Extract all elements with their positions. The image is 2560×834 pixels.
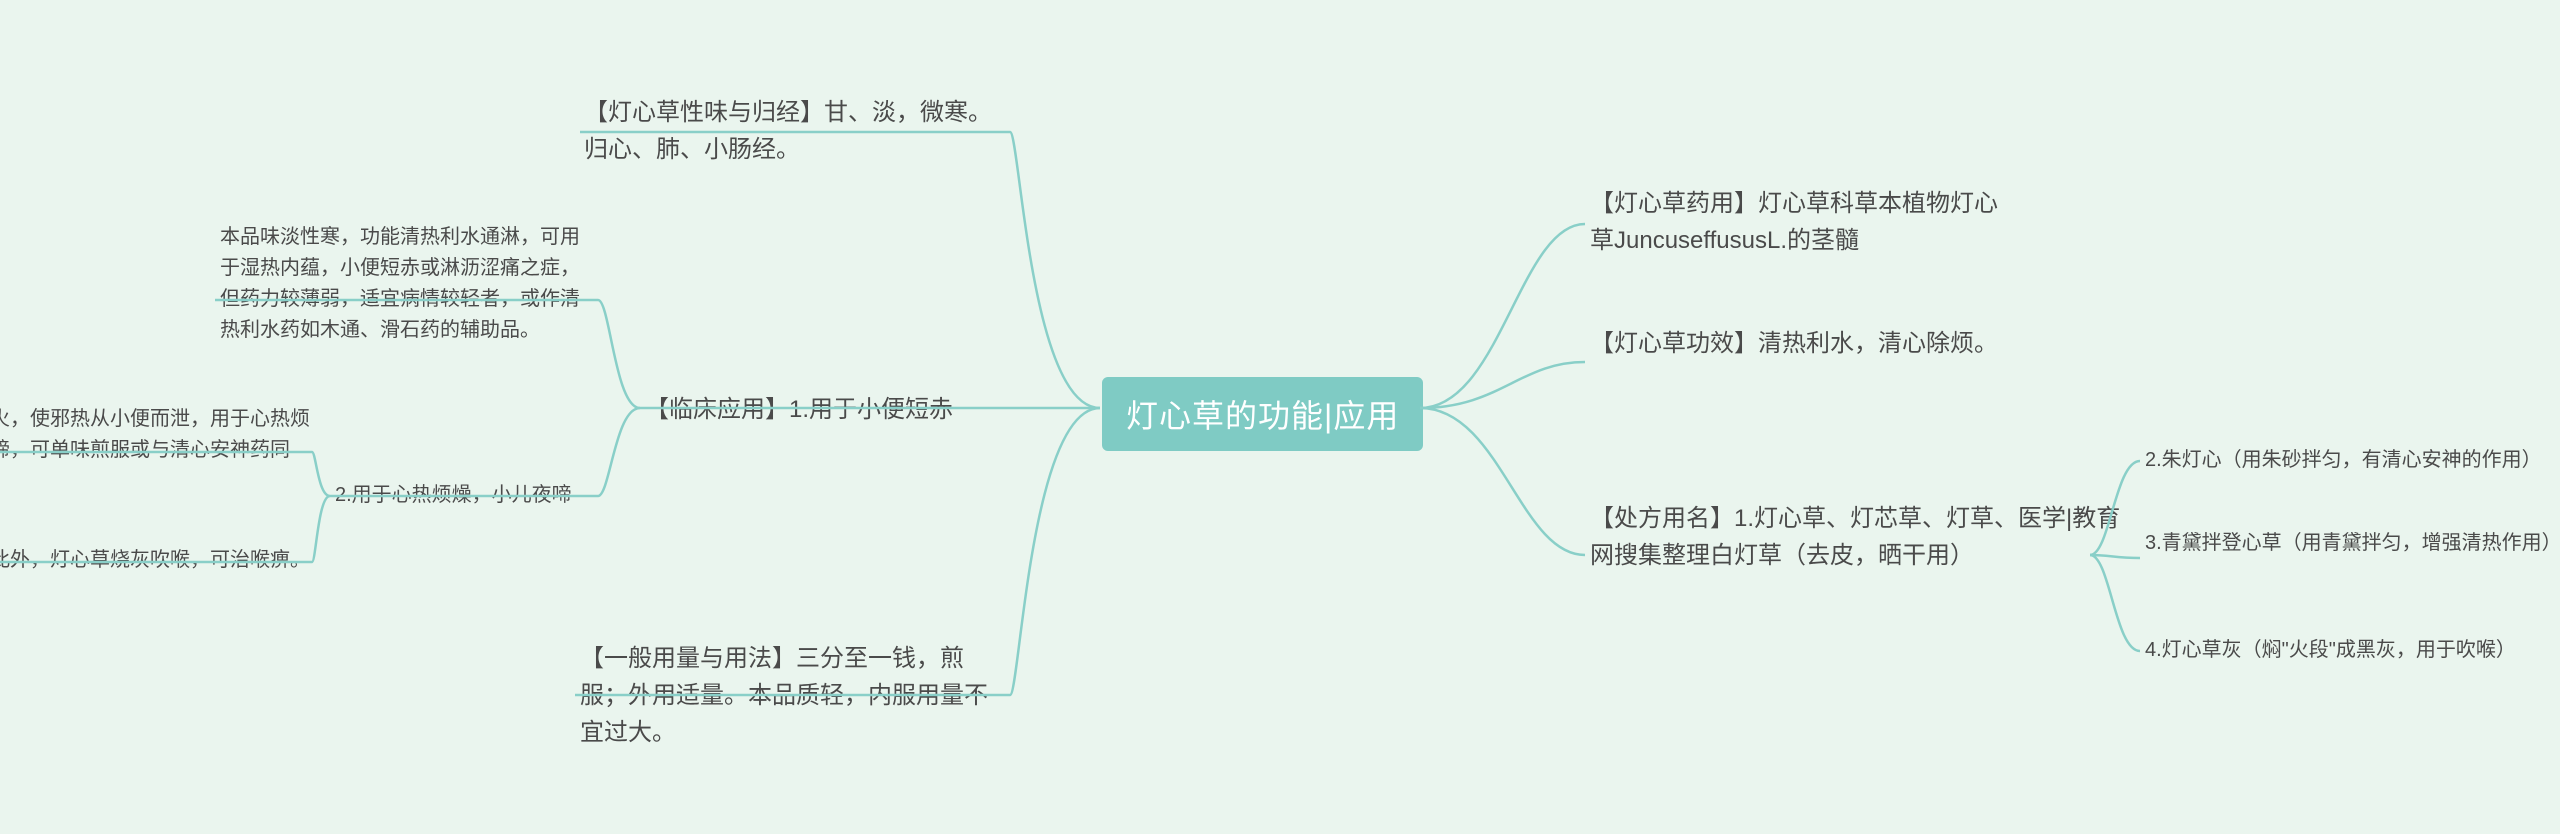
l2c2g1-text: 本品能清心火，使邪热从小便而泄，用于心热烦燥、小儿夜啼，可单味煎服或与清心安神药… xyxy=(0,408,310,492)
l2-child-1[interactable]: 本品味淡性寒，功能清热利水通淋，可用于湿热内蕴，小便短赤或淋沥涩痛之症，但药力较… xyxy=(220,222,590,346)
left-node-1[interactable]: 【灯心草性味与归经】甘、淡，微寒。归心、肺、小肠经。 xyxy=(584,94,1004,168)
r2-text: 【灯心草功效】清热利水，清心除烦。 xyxy=(1590,330,1998,357)
right-node-2[interactable]: 【灯心草功效】清热利水，清心除烦。 xyxy=(1590,325,2010,362)
left-node-3[interactable]: 【一般用量与用法】三分至一钱，煎服；外用适量。本品质轻，内服用量不宜过大。 xyxy=(580,640,1000,752)
l2c2g2-text: 此外，灯心草烧灰吹喉，可治喉痹。 xyxy=(0,549,310,571)
r3c4-text: 4.灯心草灰（焖"火段"成黑灰，用于吹喉） xyxy=(2145,639,2516,661)
l2c2-g2[interactable]: 此外，灯心草烧灰吹喉，可治喉痹。 xyxy=(0,545,310,576)
r3c2-text: 2.朱灯心（用朱砂拌匀，有清心安神的作用） xyxy=(2145,449,2542,471)
l2c1-text: 本品味淡性寒，功能清热利水通淋，可用于湿热内蕴，小便短赤或淋沥涩痛之症，但药力较… xyxy=(220,226,580,341)
right-node-1[interactable]: 【灯心草药用】灯心草科草本植物灯心草JuncuseffususL.的茎髓 xyxy=(1590,185,2010,259)
r3c3-text: 3.青黛拌登心草（用青黛拌匀，增强清热作用） xyxy=(2145,532,2560,554)
l2-child-2[interactable]: 2.用于心热烦燥，小儿夜啼 xyxy=(335,480,595,511)
l2-text: 【临床应用】1.用于小便短赤 xyxy=(645,396,953,423)
right-node-3[interactable]: 【处方用名】1.灯心草、灯芯草、灯草、医学|教育网搜集整理白灯草（去皮，晒干用） xyxy=(1590,500,2130,574)
r3-child-2[interactable]: 2.朱灯心（用朱砂拌匀，有清心安神的作用） xyxy=(2145,445,2560,476)
r3-text: 【处方用名】1.灯心草、灯芯草、灯草、医学|教育网搜集整理白灯草（去皮，晒干用） xyxy=(1590,505,2120,569)
l3-text: 【一般用量与用法】三分至一钱，煎服；外用适量。本品质轻，内服用量不宜过大。 xyxy=(580,645,988,746)
center-text: 灯心草的功能|应用 xyxy=(1126,398,1399,434)
center-node[interactable]: 灯心草的功能|应用 xyxy=(1102,377,1423,451)
l2c2-g1[interactable]: 本品能清心火，使邪热从小便而泄，用于心热烦燥、小儿夜啼，可单味煎服或与清心安神药… xyxy=(0,404,310,497)
r3-child-3[interactable]: 3.青黛拌登心草（用青黛拌匀，增强清热作用） xyxy=(2145,528,2560,559)
l2c2-text: 2.用于心热烦燥，小儿夜啼 xyxy=(335,484,572,506)
l1-text: 【灯心草性味与归经】甘、淡，微寒。归心、肺、小肠经。 xyxy=(584,99,992,163)
r3-child-4[interactable]: 4.灯心草灰（焖"火段"成黑灰，用于吹喉） xyxy=(2145,635,2560,666)
r1-text: 【灯心草药用】灯心草科草本植物灯心草JuncuseffususL.的茎髓 xyxy=(1590,190,1998,254)
left-node-2[interactable]: 【临床应用】1.用于小便短赤 xyxy=(645,391,1005,428)
